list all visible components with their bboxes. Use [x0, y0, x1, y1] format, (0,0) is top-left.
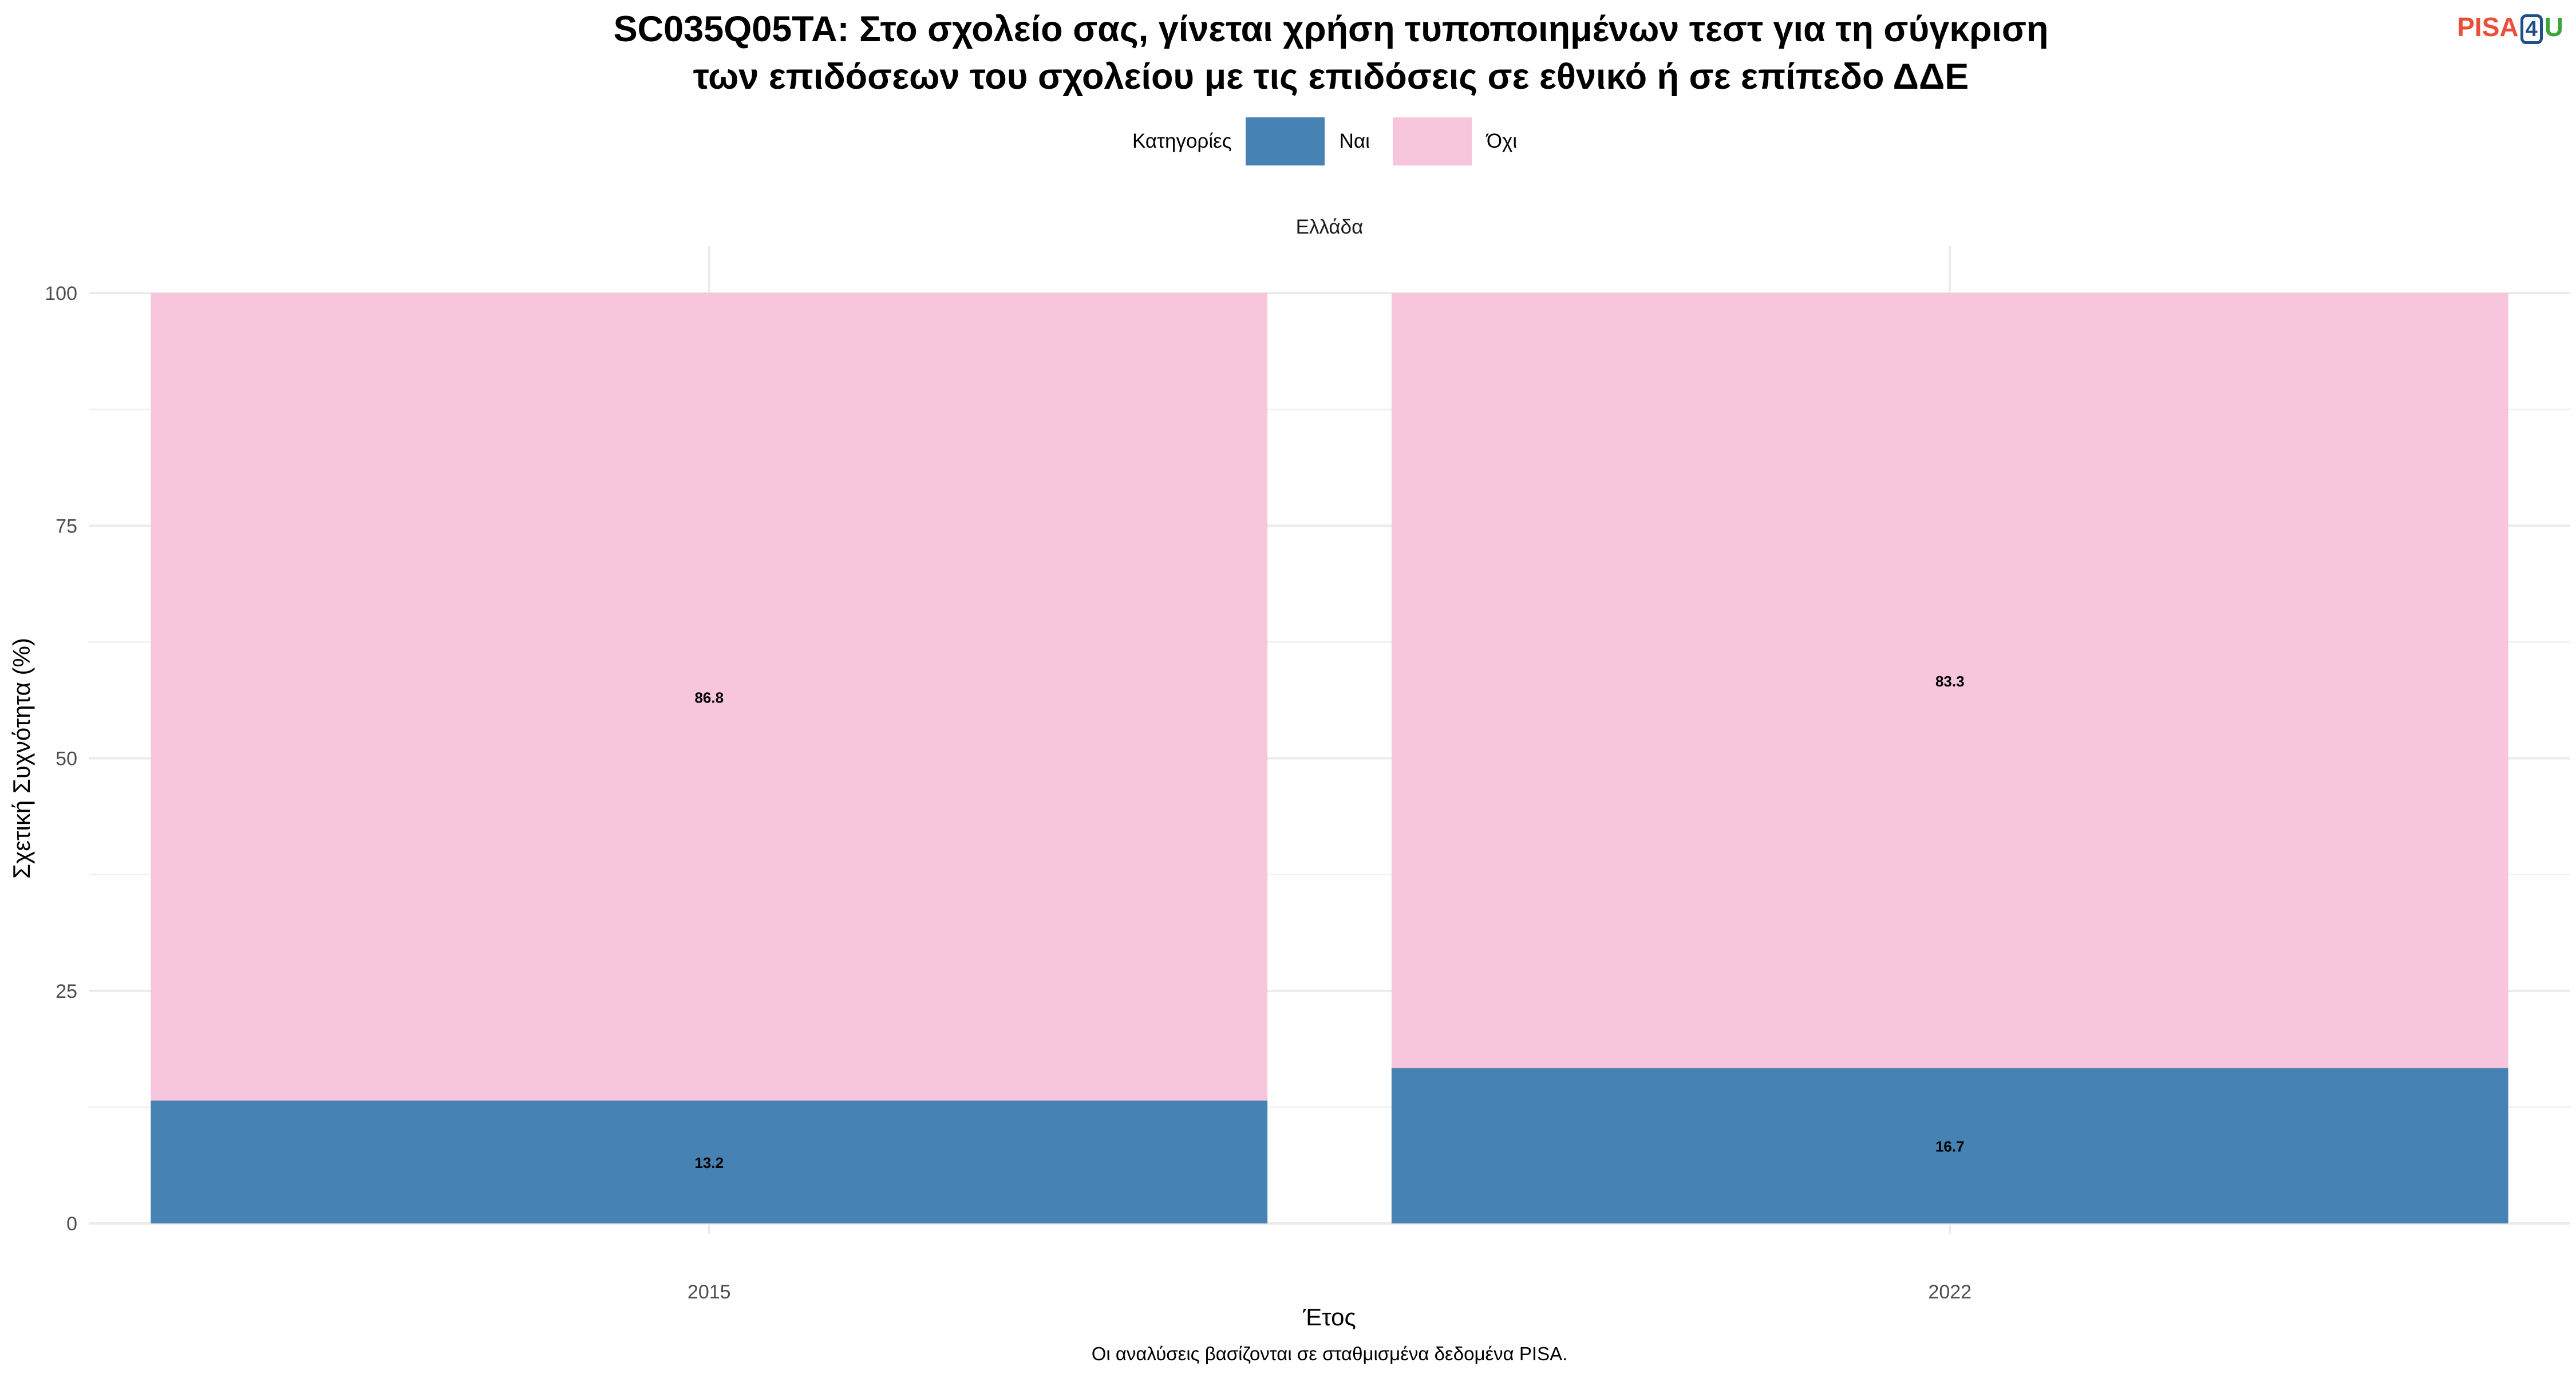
legend: Κατηγορίες Ναι Όχι [1132, 117, 1540, 165]
title-line-1: SC035Q05TA: Στο σχολείο σας, γίνεται χρή… [613, 9, 2049, 49]
legend-label-nai: Ναι [1339, 130, 1370, 152]
chart-title: SC035Q05TA: Στο σχολείο σας, γίνεται χρή… [0, 6, 2576, 101]
legend-title: Κατηγορίες [1132, 130, 1232, 152]
logo-pisa-text: PISA [2457, 12, 2519, 42]
x-tick-label: 2022 [1928, 1281, 1971, 1303]
data-label: 83.3 [1935, 673, 1965, 690]
pisa4u-logo: PISA 4 U [2457, 11, 2563, 44]
y-tick-label: 100 [45, 283, 77, 305]
x-tick-label: 2015 [688, 1281, 731, 1303]
bar-nai-2022 [1391, 1068, 2508, 1223]
data-label: 13.2 [694, 1154, 724, 1171]
y-tick-label: 0 [66, 1213, 77, 1235]
bar-ochi-2022 [1391, 293, 2508, 1068]
legend-key-nai [1245, 117, 1325, 165]
logo-four-text: 4 [2520, 14, 2543, 44]
facet-label: Ελλάδα [1296, 216, 1364, 238]
data-label: 16.7 [1935, 1138, 1965, 1155]
y-axis-title: Σχετική Συχνότητα (%) [8, 638, 35, 879]
x-axis-title: Έτος [1302, 1304, 1356, 1330]
y-tick-label: 50 [56, 748, 77, 770]
bar-ochi-2015 [151, 293, 1268, 1101]
y-tick-label: 75 [56, 515, 77, 537]
title-line-2: των επιδόσεων του σχολείου με τις επιδόσ… [693, 57, 1969, 97]
data-label: 86.8 [694, 689, 724, 706]
caption: Οι αναλύσεις βασίζονται σε σταθμισμένα δ… [1092, 1343, 1568, 1364]
legend-label-ochi: Όχι [1486, 130, 1518, 152]
y-tick-label: 25 [56, 981, 77, 1002]
legend-key-ochi [1392, 117, 1472, 165]
bar-nai-2015 [151, 1100, 1268, 1223]
logo-u-text: U [2544, 12, 2563, 42]
